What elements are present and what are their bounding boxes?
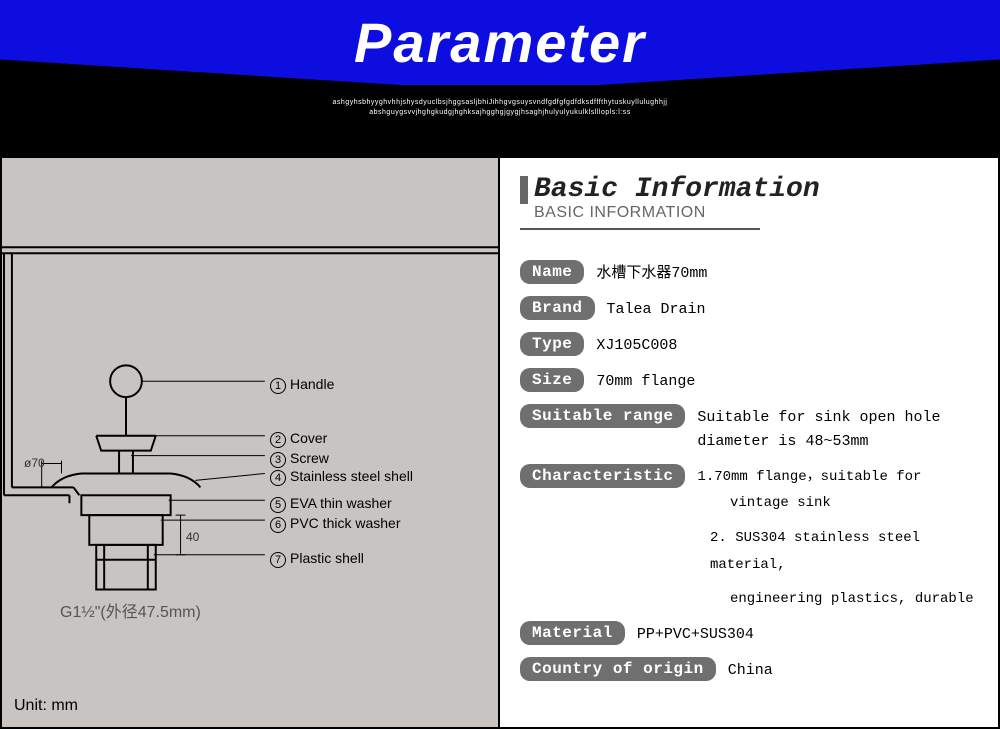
part-shell: 4Stainless steel shell bbox=[270, 468, 413, 486]
label-name: Name bbox=[520, 260, 584, 284]
label-size: Size bbox=[520, 368, 584, 392]
section-subtitle: BASIC INFORMATION bbox=[520, 204, 988, 222]
value-origin: China bbox=[728, 657, 773, 683]
dim-40: 40 bbox=[186, 530, 199, 544]
label-material: Material bbox=[520, 621, 625, 645]
row-brand: Brand Talea Drain bbox=[520, 296, 988, 322]
row-characteristic: Characteristic 1.70mm flange，suitable fo… bbox=[520, 464, 988, 488]
section-title: Basic Information bbox=[520, 176, 988, 204]
value-size: 70mm flange bbox=[596, 368, 695, 394]
value-char2: 2. SUS304 stainless steel material, bbox=[520, 525, 988, 578]
banner-title: Parameter bbox=[0, 10, 1000, 75]
label-origin: Country of origin bbox=[520, 657, 716, 681]
row-type: Type XJ105C008 bbox=[520, 332, 988, 358]
value-char2b: engineering plastics, durable bbox=[520, 586, 988, 613]
banner-subtext: ashgyhsbhyyghvhhjshysdyuclbsjhggsasljbhi… bbox=[0, 98, 1000, 118]
banner-sub-line1: ashgyhsbhyyghvhhjshysdyuclbsjhggsasljbhi… bbox=[333, 99, 668, 106]
info-panel: Basic Information BASIC INFORMATION Name… bbox=[500, 155, 1000, 729]
value-name: 水槽下水器70mm bbox=[596, 260, 707, 286]
part-handle: 1Handle bbox=[270, 376, 334, 394]
sink-diagram bbox=[2, 158, 498, 727]
row-origin: Country of origin China bbox=[520, 657, 988, 683]
value-char1: 1.70mm flange，suitable for bbox=[697, 464, 921, 488]
label-characteristic: Characteristic bbox=[520, 464, 685, 488]
banner-sub-line2: abshguygsvvjhghgkudgjhghksajhgghgjgygjhs… bbox=[369, 109, 630, 116]
value-brand: Talea Drain bbox=[607, 296, 706, 322]
value-type: XJ105C008 bbox=[596, 332, 677, 358]
row-size: Size 70mm flange bbox=[520, 368, 988, 394]
part-eva: 5EVA thin washer bbox=[270, 495, 392, 513]
dim-70: ø70 bbox=[24, 456, 45, 470]
label-range: Suitable range bbox=[520, 404, 685, 428]
content: ø70 40 1Handle 2Cover 3Screw 4Stainless … bbox=[0, 155, 1000, 729]
diagram-panel: ø70 40 1Handle 2Cover 3Screw 4Stainless … bbox=[0, 155, 500, 729]
value-material: PP+PVC+SUS304 bbox=[637, 621, 754, 647]
part-plastic: 7Plastic shell bbox=[270, 550, 364, 568]
part-cover: 2Cover bbox=[270, 430, 327, 448]
row-name: Name 水槽下水器70mm bbox=[520, 260, 988, 286]
label-brand: Brand bbox=[520, 296, 595, 320]
label-type: Type bbox=[520, 332, 584, 356]
row-range: Suitable range Suitable for sink open ho… bbox=[520, 404, 988, 454]
section-underline bbox=[520, 228, 760, 230]
value-char1b: vintage sink bbox=[520, 490, 988, 517]
value-range: Suitable for sink open hole diameter is … bbox=[697, 404, 977, 454]
banner: Parameter ashgyhsbhyyghvhhjshysdyuclbsjh… bbox=[0, 0, 1000, 155]
row-material: Material PP+PVC+SUS304 bbox=[520, 621, 988, 647]
thread-label: G1½"(外径47.5mm) bbox=[60, 598, 201, 622]
part-pvc: 6PVC thick washer bbox=[270, 515, 400, 533]
unit-label: Unit: mm bbox=[14, 697, 78, 715]
part-screw: 3Screw bbox=[270, 450, 329, 468]
